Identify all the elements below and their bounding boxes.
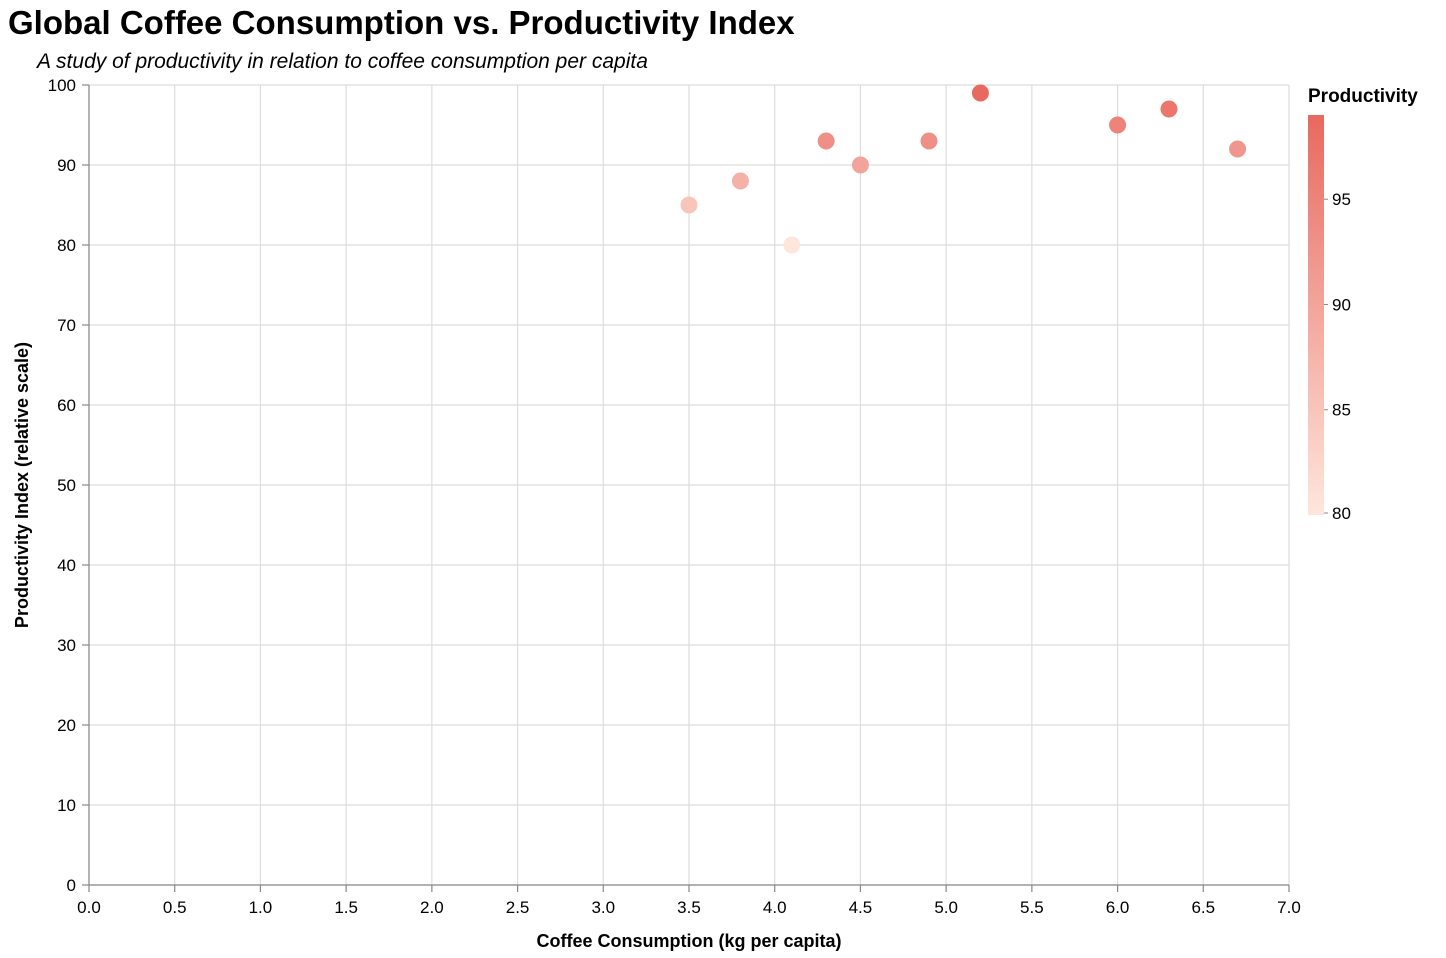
- x-tick-label: 3.0: [591, 898, 615, 917]
- x-tick-label: 1.0: [249, 898, 273, 917]
- data-point: [817, 132, 835, 150]
- x-tick-label: 6.0: [1106, 898, 1130, 917]
- legend-label: 95: [1332, 190, 1351, 209]
- y-tick-label: 40: [57, 556, 76, 575]
- data-point: [1229, 140, 1247, 158]
- y-tick-label: 0: [67, 876, 76, 895]
- x-tick-label: 7.0: [1277, 898, 1301, 917]
- axes: 0.0 0.5 1.0 1.5 2.0 2.5 3.0 3.5 4.0 4.5 5.0 5.5 6.0 6…: [48, 76, 1301, 917]
- data-point: [783, 236, 801, 254]
- x-tick-label: 0.5: [163, 898, 187, 917]
- legend-title: Productivity: [1308, 86, 1418, 107]
- data-point: [731, 172, 749, 190]
- legend-label: 85: [1332, 401, 1351, 420]
- x-tick-label: 2.0: [420, 898, 444, 917]
- y-tick-label: 50: [57, 476, 76, 495]
- legend: Productivity 95 90 85 80: [1308, 86, 1418, 523]
- data-point: [680, 196, 698, 214]
- y-tick-label: 80: [57, 236, 76, 255]
- y-tick-label: 70: [57, 316, 76, 335]
- x-axis-title: Coffee Consumption (kg per capita): [536, 931, 841, 951]
- x-tick-label: 3.5: [677, 898, 701, 917]
- data-point: [1160, 100, 1178, 118]
- x-tick-label: 0.0: [77, 898, 101, 917]
- legend-label: 80: [1332, 504, 1351, 523]
- y-tick-label: 100: [48, 76, 76, 95]
- y-tick-label: 60: [57, 396, 76, 415]
- data-point: [1109, 116, 1127, 134]
- data-points: [680, 84, 1247, 254]
- y-tick-label: 10: [57, 796, 76, 815]
- x-tick-label: 5.0: [934, 898, 958, 917]
- legend-label: 90: [1332, 295, 1351, 314]
- y-axis-title: Productivity Index (relative scale): [12, 342, 32, 628]
- y-tick-label: 30: [57, 636, 76, 655]
- x-tick-label: 2.5: [506, 898, 530, 917]
- x-tick-label: 6.5: [1191, 898, 1215, 917]
- data-point: [971, 84, 989, 102]
- data-point: [920, 132, 938, 150]
- x-tick-label: 4.0: [763, 898, 787, 917]
- x-tick-label: 1.5: [334, 898, 358, 917]
- chart-subtitle: A study of productivity in relation to c…: [37, 50, 648, 73]
- legend-gradient-bar: [1308, 115, 1324, 515]
- x-tick-label: 5.5: [1020, 898, 1044, 917]
- y-tick-label: 20: [57, 716, 76, 735]
- y-tick-label: 90: [57, 156, 76, 175]
- chart-title: Global Coffee Consumption vs. Productivi…: [8, 4, 795, 41]
- data-point: [851, 156, 869, 174]
- x-tick-label: 4.5: [849, 898, 873, 917]
